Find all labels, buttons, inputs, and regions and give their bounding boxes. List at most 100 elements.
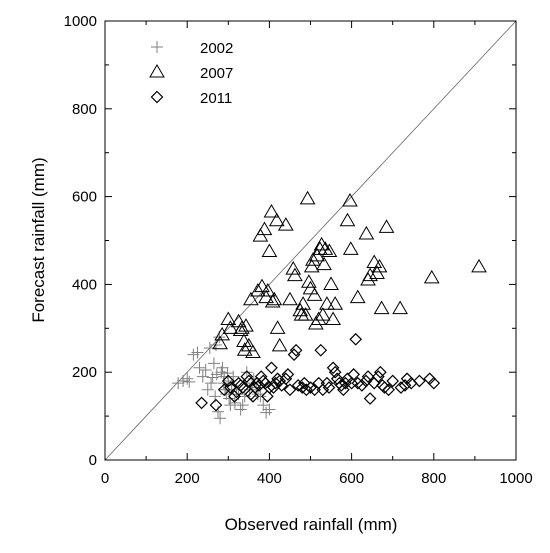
data-point-2007	[250, 282, 266, 297]
data-point-2011	[289, 343, 303, 357]
data-point-2007	[360, 272, 376, 286]
legend-marker-2011	[150, 90, 164, 104]
data-point-2011	[345, 376, 358, 390]
data-point-2011	[347, 368, 361, 381]
data-point-2011	[359, 374, 373, 388]
data-point-2007	[258, 289, 274, 304]
data-point-2002	[240, 366, 253, 379]
data-point-2007	[423, 269, 440, 284]
data-point-2007	[263, 203, 280, 218]
y-axis-label: Forecast rainfall (mm)	[29, 157, 48, 322]
data-point-2011	[413, 374, 426, 388]
data-point-2011	[283, 383, 297, 397]
data-point-2011	[195, 396, 208, 410]
data-point-2007	[327, 296, 344, 310]
data-point-2007	[306, 287, 323, 301]
x-axis-label: Observed rainfall (mm)	[225, 515, 398, 534]
data-point-2011	[328, 365, 342, 379]
data-point-2011	[316, 383, 330, 397]
data-point-2011	[371, 370, 385, 383]
data-point-2007	[314, 307, 331, 321]
data-point-2007	[243, 291, 259, 306]
data-point-2011	[252, 379, 266, 392]
data-point-2007	[233, 320, 250, 334]
data-point-2007	[277, 217, 294, 231]
legend-label-2002: 2002	[200, 40, 233, 57]
data-point-2007	[245, 344, 261, 358]
legend-marker-2007	[149, 64, 165, 78]
data-point-2007	[307, 315, 324, 330]
data-point-2002	[257, 399, 270, 412]
data-point-2002	[216, 361, 229, 374]
data-point-2002	[210, 368, 223, 381]
data-point-2011	[394, 381, 408, 394]
data-point-2007	[321, 243, 338, 258]
axes: 0 200 400 600 800 1000 0 200 400 600 800 1000	[64, 13, 533, 487]
data-point-2007	[282, 291, 298, 306]
legend-label-2011: 2011	[200, 90, 232, 107]
x-tick-label: 1000	[499, 470, 532, 487]
data-point-2007	[266, 291, 283, 306]
data-point-2007	[325, 311, 341, 326]
y-tick-label: 800	[72, 101, 97, 118]
data-point-2007	[252, 228, 269, 242]
data-point-2011	[248, 381, 262, 394]
data-point-2011	[334, 379, 348, 392]
data-point-2002	[191, 346, 204, 359]
x-tick-label: 800	[421, 470, 446, 487]
x-tick-label: 600	[339, 470, 364, 487]
data-point-2011	[374, 365, 387, 379]
data-point-2002	[207, 357, 220, 370]
data-point-2007	[238, 318, 254, 332]
y-tick-label: 0	[89, 452, 97, 469]
x-tick-label: 200	[175, 470, 200, 487]
data-point-2002	[196, 370, 209, 383]
data-point-2007	[236, 342, 253, 356]
data-point-2011	[236, 381, 250, 394]
data-point-2002	[217, 377, 230, 390]
data-point-2011	[349, 332, 363, 346]
plot-area	[104, 20, 517, 461]
data-point-2007	[349, 289, 366, 304]
data-point-2002	[201, 383, 214, 396]
data-point-2011	[295, 381, 309, 394]
data-point-2007	[214, 326, 231, 341]
data-point-2011	[304, 381, 317, 394]
data-point-2011	[320, 376, 334, 390]
data-point-2007	[297, 307, 314, 321]
data-point-2007	[362, 267, 378, 282]
y-tick-label: 1000	[64, 13, 97, 30]
data-point-2007	[303, 258, 320, 273]
data-point-2002	[254, 390, 267, 403]
data-point-2007	[392, 300, 408, 315]
data-point-2011	[273, 374, 287, 388]
data-point-2002	[183, 375, 196, 388]
data-point-2007	[300, 274, 317, 288]
data-point-2011	[209, 398, 223, 412]
data-point-2007	[212, 335, 228, 350]
data-point-2011	[260, 389, 274, 403]
data-point-2002	[181, 372, 194, 385]
data-point-2007	[269, 320, 286, 334]
data-point-2007	[310, 311, 327, 326]
data-point-2002	[236, 399, 249, 412]
data-point-2007	[256, 221, 273, 236]
data-point-2002	[212, 405, 225, 418]
data-point-2002	[205, 377, 218, 390]
data-point-2011	[300, 383, 313, 397]
data-point-2007	[339, 212, 356, 227]
data-point-2007	[342, 241, 359, 255]
data-point-2007	[371, 258, 388, 273]
data-point-2007	[292, 302, 309, 317]
data-point-2011	[339, 376, 352, 390]
data-point-2007	[373, 300, 390, 315]
series-2011	[195, 332, 441, 412]
data-point-2011	[398, 379, 412, 392]
series-2007	[212, 190, 487, 358]
identity-line	[104, 20, 517, 461]
x-tick-label: 0	[101, 470, 109, 487]
data-point-2007	[268, 212, 285, 227]
data-point-2002	[214, 412, 227, 425]
data-point-2007	[259, 282, 276, 297]
data-point-2007	[309, 247, 325, 262]
